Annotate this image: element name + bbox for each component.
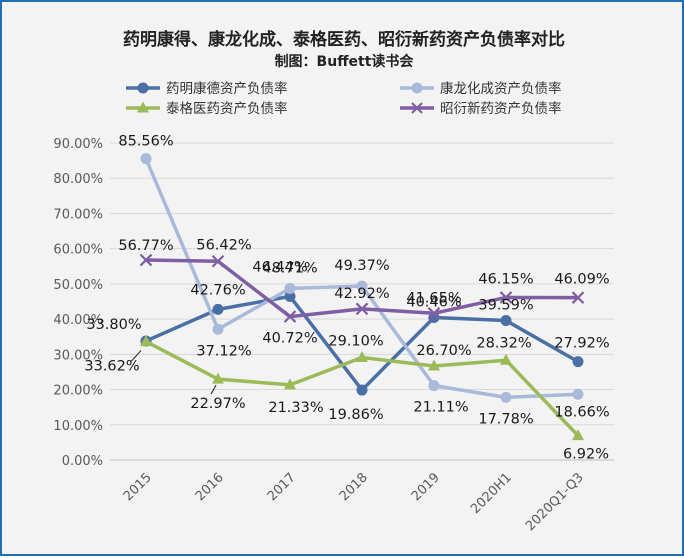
data-label: 40.72% xyxy=(262,331,317,347)
data-point xyxy=(427,307,441,320)
data-label: 17.78% xyxy=(478,411,533,427)
data-label: 21.33% xyxy=(268,400,323,416)
legend-label: 昭衍新药资产负债率 xyxy=(440,100,562,117)
data-point xyxy=(572,429,584,441)
data-label: 40.46% xyxy=(406,294,461,310)
data-point xyxy=(211,254,225,268)
data-point xyxy=(139,253,153,267)
y-tick-label: 10.00% xyxy=(53,419,103,434)
data-point xyxy=(140,153,152,165)
x-tick-label: 2020H1 xyxy=(468,470,515,517)
y-tick-label: 60.00% xyxy=(53,243,103,258)
y-tick-label: 20.00% xyxy=(53,384,103,399)
data-label: 33.62% xyxy=(84,359,139,375)
y-tick-label: 80.00% xyxy=(53,172,103,187)
legend-marker xyxy=(137,101,149,113)
y-tick-label: 50.00% xyxy=(53,278,103,293)
legend-marker xyxy=(411,82,423,94)
data-label: 42.92% xyxy=(334,286,389,302)
chart-subtitle: 制图：Buffett读书会 xyxy=(275,53,415,70)
data-label: 41.65% xyxy=(406,290,461,306)
data-label: 49.37% xyxy=(334,258,389,274)
data-point xyxy=(283,310,297,323)
legend-label: 泰格医药资产负债率 xyxy=(166,100,288,117)
data-label: 46.44% xyxy=(252,259,307,275)
data-label: 27.92% xyxy=(554,336,609,352)
data-label: 46.09% xyxy=(554,272,609,288)
data-label: 29.10% xyxy=(328,334,383,350)
chart-title: 药明康得、康龙化成、泰格医药、昭衍新药资产负债率对比 xyxy=(123,29,565,50)
label-leader-line xyxy=(210,384,217,395)
data-point xyxy=(572,388,584,400)
legend-marker xyxy=(137,82,149,94)
data-point xyxy=(428,380,440,392)
data-point xyxy=(356,280,368,292)
y-tick-label: 70.00% xyxy=(53,207,103,222)
x-tick-label: 2017 xyxy=(265,470,299,504)
data-point xyxy=(500,391,512,403)
data-point xyxy=(212,372,224,384)
legend-marker xyxy=(411,102,423,114)
legend-label: 康龙化成资产负债率 xyxy=(440,80,562,97)
data-point xyxy=(571,291,585,304)
data-point xyxy=(499,291,513,304)
y-tick-label: 90.00% xyxy=(53,137,103,152)
x-tick-label: 2015 xyxy=(121,470,155,504)
data-label: 33.80% xyxy=(86,317,141,333)
data-label: 56.77% xyxy=(118,238,173,254)
data-label: 6.92% xyxy=(563,447,609,463)
data-point xyxy=(284,378,296,390)
data-point xyxy=(212,303,224,315)
data-point xyxy=(572,356,584,368)
data-point xyxy=(428,359,440,371)
data-label: 26.70% xyxy=(416,343,471,359)
x-tick-label: 2018 xyxy=(337,470,371,504)
label-leader-line xyxy=(130,350,142,362)
y-tick-label: 40.00% xyxy=(53,313,103,328)
data-point xyxy=(284,290,296,302)
data-point xyxy=(140,335,152,347)
x-tick-label: 2019 xyxy=(409,470,443,504)
data-label: 56.42% xyxy=(196,237,251,253)
data-label: 37.12% xyxy=(196,343,251,359)
data-label: 85.56% xyxy=(118,134,173,150)
data-label: 28.32% xyxy=(476,335,531,351)
data-label: 39.59% xyxy=(478,298,533,314)
data-point xyxy=(355,302,369,316)
data-label: 21.11% xyxy=(413,400,468,416)
data-label: 18.66% xyxy=(554,404,609,420)
data-label: 42.76% xyxy=(190,282,245,298)
data-label: 19.86% xyxy=(328,407,383,423)
x-tick-label: 2020Q1-Q3 xyxy=(523,470,587,534)
data-label: 48.71% xyxy=(262,260,317,276)
data-label: 46.15% xyxy=(478,271,533,287)
x-tick-label: 2016 xyxy=(193,470,227,504)
data-point xyxy=(356,384,368,396)
y-tick-label: 30.00% xyxy=(53,348,103,363)
data-point xyxy=(356,351,368,363)
data-point xyxy=(284,282,296,294)
data-point xyxy=(500,353,512,365)
data-point xyxy=(500,315,512,327)
y-tick-label: 0.00% xyxy=(62,454,103,469)
data-point xyxy=(212,323,224,335)
data-label: 22.97% xyxy=(190,396,245,412)
legend-label: 药明康德资产负债率 xyxy=(166,80,288,97)
